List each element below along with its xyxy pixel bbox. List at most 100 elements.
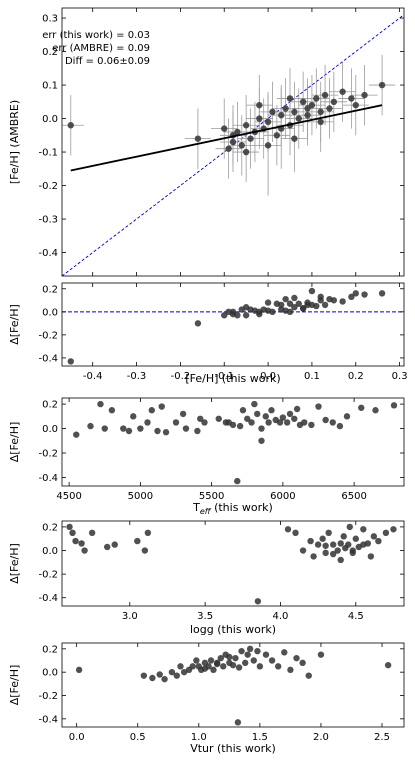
y-tick-label: 0.2 (42, 284, 58, 295)
data-point (308, 287, 316, 295)
data-point (370, 533, 378, 540)
data-point (69, 529, 76, 537)
y-tick-label: 0.0 (42, 307, 58, 318)
data-point (238, 647, 245, 655)
y-tick-label: -0.2 (38, 330, 58, 341)
data-point (234, 719, 242, 726)
y-axis-label: Δ[Fe/H] (8, 422, 21, 463)
data-point (87, 422, 94, 430)
data-point (226, 653, 233, 661)
data-point (182, 425, 190, 432)
data-point (97, 400, 104, 408)
data-point (282, 105, 289, 112)
y-axis-label: Δ[Fe/H] (8, 304, 21, 345)
data-point (269, 108, 276, 116)
data-point (242, 148, 250, 156)
x-tick-label: -0.4 (83, 371, 103, 382)
data-point (67, 358, 74, 365)
x-tick-label: 1.5 (252, 732, 268, 743)
data-point (254, 598, 262, 605)
data-point (352, 290, 359, 297)
axes-frame (61, 7, 405, 277)
data-point (282, 295, 289, 303)
y-axis-label: [Fe/H] (AMBRE) (8, 100, 21, 184)
data-point (67, 122, 74, 129)
data-point (264, 299, 272, 306)
data-point (286, 308, 294, 316)
y-tick-label: -0.4 (38, 714, 58, 725)
y-tick-label: 0.0 (42, 668, 58, 679)
x-axis-label-main: T (192, 501, 200, 514)
x-tick-label: 3.0 (122, 611, 138, 622)
x-tick-label: 5500 (199, 491, 224, 502)
y-tick-label: -0.2 (38, 449, 58, 460)
data-point (336, 422, 344, 430)
data-point (284, 526, 292, 533)
data-point (384, 661, 392, 669)
data-point (313, 95, 320, 102)
data-point (281, 649, 288, 656)
data-point (343, 413, 351, 420)
panel-delta-vs-logg: 3.0 3.5 4.0 4.5 -0.4 -0.2 0.0 0.2 Δ[Fe/H] logg (t… (8, 520, 405, 636)
data-point (66, 523, 73, 531)
x-tick-label: 3.5 (197, 611, 213, 622)
panel-main-comparison: err (this work) = 0.03 err (AMBRE) = 0.0… (8, 7, 405, 277)
data-point (88, 529, 96, 537)
x-tick-label: 1.0 (191, 732, 207, 743)
data-point (194, 320, 202, 327)
data-point (225, 419, 232, 426)
data-point (130, 413, 137, 420)
data-point (168, 668, 176, 676)
data-point (295, 115, 302, 122)
x-axis-label-subscript: eff (200, 507, 212, 516)
data-point (264, 142, 272, 149)
data-point (339, 298, 346, 305)
data-point (268, 657, 276, 664)
x-tick-label: -0.3 (127, 371, 147, 382)
annotation-err-ambre: err (AMBRE) = 0.09 (52, 43, 150, 54)
data-point (360, 526, 367, 533)
x-tick-label: 4500 (56, 491, 81, 502)
data-point (321, 91, 329, 99)
data-point (258, 437, 265, 444)
data-point (268, 407, 275, 414)
data-point (367, 553, 375, 560)
data-point (299, 305, 307, 312)
data-point (296, 421, 304, 429)
data-point (340, 533, 347, 540)
data-point (207, 657, 215, 664)
data-point (322, 542, 329, 549)
data-point (299, 98, 307, 106)
data-point (217, 654, 224, 662)
data-point (292, 529, 299, 537)
data-point (304, 299, 311, 306)
data-point (221, 125, 228, 132)
data-point (177, 663, 184, 670)
data-point (299, 547, 307, 554)
data-point (313, 302, 320, 310)
data-point (134, 537, 141, 545)
plot-area (62, 287, 404, 365)
data-point (279, 414, 287, 421)
x-tick-label: 6500 (341, 491, 366, 502)
data-point (278, 112, 285, 119)
x-tick-label: 2.0 (313, 732, 329, 743)
data-point (269, 308, 276, 316)
data-point (247, 135, 254, 142)
y-tick-label: -0.4 (38, 353, 58, 364)
data-point (256, 663, 264, 670)
data-point (337, 556, 344, 564)
data-point (239, 407, 247, 414)
data-point (158, 403, 165, 410)
data-point (291, 135, 298, 142)
plot-area (62, 14, 404, 276)
data-point (315, 403, 322, 410)
data-point (283, 419, 291, 426)
data-point (137, 425, 144, 432)
data-point (238, 142, 245, 149)
y-tick-label: 0.2 (42, 522, 58, 533)
data-point (286, 95, 294, 102)
data-point (244, 415, 251, 422)
data-point (308, 421, 315, 429)
data-point (101, 425, 108, 432)
